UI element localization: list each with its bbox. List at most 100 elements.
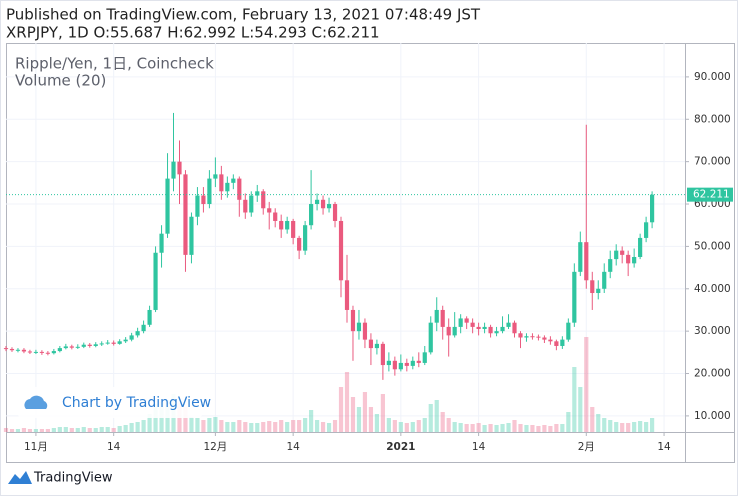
candle-body xyxy=(201,195,206,205)
candle-body xyxy=(213,174,218,179)
candle-body xyxy=(446,326,451,336)
candle-body xyxy=(249,195,254,213)
volume-bar xyxy=(602,418,607,432)
volume-bar xyxy=(350,397,356,432)
volume-title: Volume (20) xyxy=(15,72,106,90)
volume-bar xyxy=(320,422,326,432)
candle-body xyxy=(578,242,583,272)
candle-body xyxy=(309,204,314,226)
volume-bar xyxy=(404,423,409,432)
volume-bar xyxy=(21,428,27,432)
volume-bar xyxy=(117,426,122,432)
candle-body xyxy=(452,326,457,336)
last-price-label: 62.211 xyxy=(693,189,730,201)
candle-body xyxy=(476,326,481,330)
candle-body xyxy=(386,360,391,366)
volume-bar xyxy=(554,424,559,432)
candle-body xyxy=(650,194,655,223)
candle-body xyxy=(285,220,290,230)
volume-bar xyxy=(219,420,224,432)
candle-layer xyxy=(3,112,655,380)
volume-bar xyxy=(75,428,80,432)
volume-bar xyxy=(374,414,380,432)
volume-bar xyxy=(332,420,338,432)
watermark: Chart by TradingView xyxy=(18,387,211,418)
volume-bar xyxy=(93,428,98,432)
candle-body xyxy=(368,339,374,349)
volume-bar xyxy=(530,425,535,432)
volume-bar xyxy=(536,426,541,432)
volume-bar xyxy=(518,424,523,432)
candle-body xyxy=(398,362,403,370)
candle-body xyxy=(141,324,146,332)
candle-body xyxy=(75,346,80,348)
volume-bar xyxy=(488,424,493,432)
candle-body xyxy=(410,360,415,366)
candle-body xyxy=(99,343,104,345)
candle-body xyxy=(320,199,326,209)
candle-body xyxy=(225,182,230,192)
candle-body xyxy=(602,271,607,289)
candle-body xyxy=(39,351,44,353)
volume-bar xyxy=(303,418,308,432)
volume-bar xyxy=(506,423,511,432)
volume-bar xyxy=(434,400,439,432)
candle-body xyxy=(548,339,553,342)
x-tick-label: 14 xyxy=(472,441,486,453)
candle-body xyxy=(326,204,332,209)
volume-bar xyxy=(195,418,200,432)
volume-bar xyxy=(111,428,116,432)
volume-bar xyxy=(482,425,487,432)
volume-bar xyxy=(476,423,481,432)
y-tick-label: 30.000 xyxy=(694,325,731,337)
y-tick-label: 70.000 xyxy=(694,156,731,168)
candle-body xyxy=(470,322,475,327)
candle-body xyxy=(27,351,33,353)
candle-body xyxy=(362,322,368,340)
volume-bar xyxy=(123,425,128,432)
candle-body xyxy=(344,280,350,310)
volume-bar xyxy=(105,427,110,432)
candle-body xyxy=(165,178,170,234)
volume-bar xyxy=(620,423,625,432)
watermark-icon xyxy=(24,395,48,409)
volume-bar xyxy=(578,387,583,432)
chart-title: Ripple/Yen, 1日, Coincheck xyxy=(15,55,214,73)
volume-bar xyxy=(261,422,266,432)
volume-bar xyxy=(39,429,44,432)
x-tick-label: 11月 xyxy=(24,441,48,453)
logo-icon xyxy=(8,471,32,484)
volume-bar xyxy=(470,424,475,432)
candle-body xyxy=(626,254,631,264)
volume-bar xyxy=(147,414,152,432)
volume-bar xyxy=(243,422,248,432)
volume-bar xyxy=(297,420,302,432)
y-tick-label: 80.000 xyxy=(694,113,731,125)
volume-bar xyxy=(584,337,589,432)
candle-body xyxy=(458,318,463,327)
volume-bar xyxy=(638,421,643,432)
candle-body xyxy=(638,237,643,257)
volume-bar xyxy=(45,429,50,432)
candle-body xyxy=(596,288,601,294)
candle-body xyxy=(231,178,236,183)
volume-bar xyxy=(51,428,56,432)
candle-body xyxy=(129,335,134,340)
volume-bar xyxy=(590,407,595,432)
volume-bar xyxy=(279,420,284,432)
volume-bar xyxy=(422,418,427,432)
candle-body xyxy=(153,252,158,310)
candle-body xyxy=(518,333,523,338)
candle-body xyxy=(255,191,260,196)
volume-bar xyxy=(410,422,415,432)
y-tick-label: 50.000 xyxy=(694,240,731,252)
footer-logo: TradingView xyxy=(8,471,113,486)
candle-body xyxy=(123,339,128,342)
candle-body xyxy=(506,322,511,327)
candle-body xyxy=(644,222,649,238)
candle-body xyxy=(428,322,433,353)
candle-body xyxy=(350,309,356,332)
volume-bar xyxy=(63,427,68,432)
candle-body xyxy=(566,322,571,340)
candle-body xyxy=(219,174,224,192)
